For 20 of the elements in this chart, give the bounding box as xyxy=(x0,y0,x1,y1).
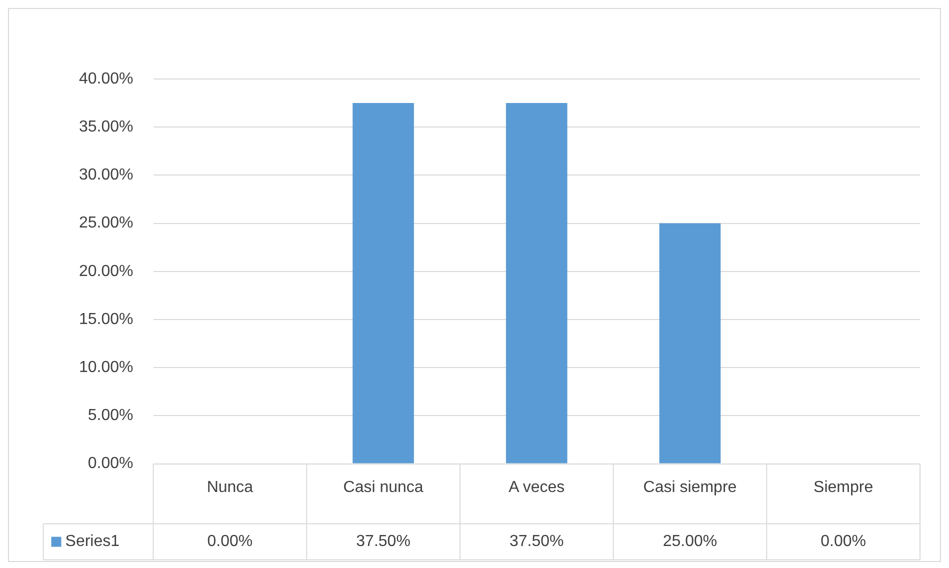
x-tick-label: Casi nunca xyxy=(343,478,424,496)
data-label: 0.00% xyxy=(820,533,866,550)
y-tick-label: 0.00% xyxy=(88,455,134,472)
y-tick-label: 35.00% xyxy=(79,118,134,136)
y-tick-label: 25.00% xyxy=(79,214,134,232)
x-tick-label: Siempre xyxy=(814,478,874,496)
data-label: 37.50% xyxy=(356,533,410,550)
data-label: 0.00% xyxy=(207,533,253,550)
y-tick-label: 15.00% xyxy=(79,310,134,328)
y-tick-label: 40.00% xyxy=(79,70,134,88)
x-tick-label: Casi siempre xyxy=(643,478,737,496)
data-label: 37.50% xyxy=(510,533,564,550)
y-tick-label: 5.00% xyxy=(88,407,134,424)
legend-label: Series1 xyxy=(65,533,120,550)
x-tick-label: Nunca xyxy=(206,478,254,496)
data-label: 25.00% xyxy=(662,533,718,550)
y-tick-label: 30.00% xyxy=(79,166,134,184)
y-tick-label: 20.00% xyxy=(79,262,134,280)
y-tick-label: 10.00% xyxy=(79,359,134,376)
x-tick-label: A veces xyxy=(508,478,565,496)
